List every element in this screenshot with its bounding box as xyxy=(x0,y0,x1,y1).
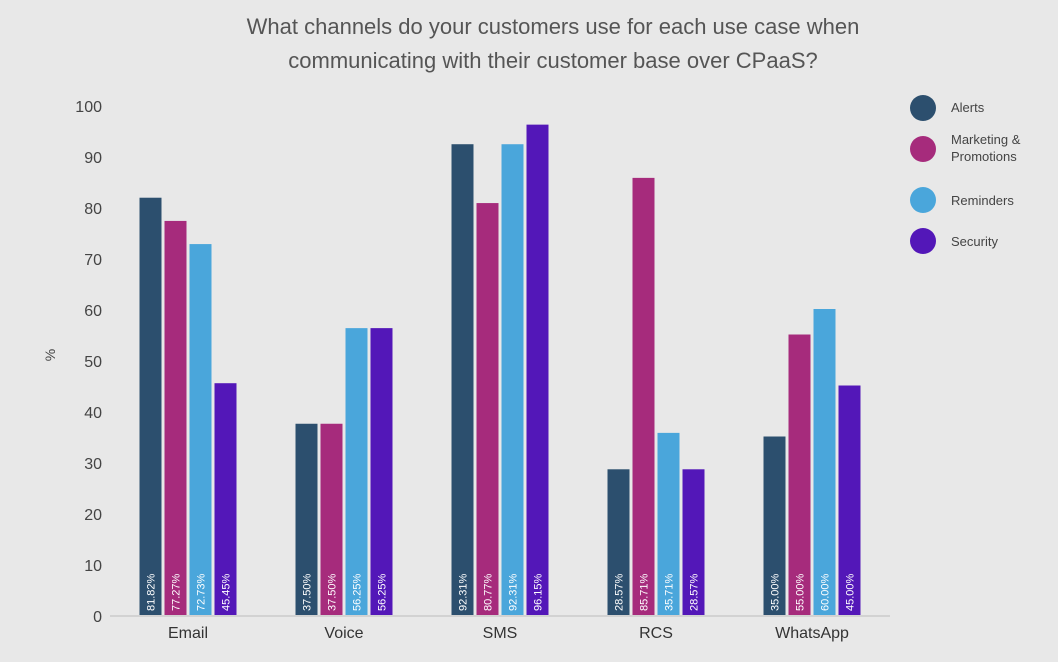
y-axis-label: % xyxy=(42,349,58,361)
chart-title-line-1: What channels do your customers use for … xyxy=(246,14,860,39)
data-label-marketing-promotions-whatsapp: 55.00% xyxy=(795,573,807,611)
bar-reminders-whatsapp xyxy=(813,309,836,615)
data-label-reminders-email: 72.73% xyxy=(196,573,208,611)
x-tick-label-whatsapp: WhatsApp xyxy=(775,625,849,642)
legend-item-alerts: Alerts xyxy=(910,90,1050,131)
data-label-security-voice: 56.25% xyxy=(377,573,389,611)
data-label-security-rcs: 28.57% xyxy=(689,573,701,611)
legend-swatch-security xyxy=(910,228,936,254)
data-label-marketing-promotions-rcs: 85.71% xyxy=(639,573,651,611)
bar-reminders-rcs xyxy=(657,432,680,615)
bar-marketing-promotions-whatsapp xyxy=(788,334,811,615)
bar-marketing-promotions-sms xyxy=(476,203,499,615)
bar-security-sms xyxy=(526,124,549,615)
data-label-reminders-voice: 56.25% xyxy=(352,573,364,611)
bar-security-email xyxy=(214,383,237,615)
bar-security-rcs xyxy=(682,469,705,615)
chart-legend: Alerts Marketing & Promotions Reminders … xyxy=(910,90,1050,268)
bar-marketing-promotions-email xyxy=(164,220,187,615)
y-tick-label-10: 10 xyxy=(84,558,102,575)
y-tick-label-70: 70 xyxy=(84,252,102,269)
bar-marketing-promotions-voice xyxy=(320,423,343,615)
y-tick-label-80: 80 xyxy=(84,201,102,218)
chart-title-line-2: communicating with their customer base o… xyxy=(288,48,818,73)
y-tick-label-90: 90 xyxy=(84,150,102,167)
y-tick-label-60: 60 xyxy=(84,303,102,320)
bar-alerts-rcs xyxy=(607,469,630,615)
data-label-marketing-promotions-sms: 80.77% xyxy=(483,573,495,611)
data-label-security-whatsapp: 45.00% xyxy=(845,573,857,611)
legend-swatch-marketing-promotions xyxy=(910,136,936,162)
data-label-reminders-whatsapp: 60.00% xyxy=(820,573,832,611)
bar-alerts-sms xyxy=(451,144,474,615)
data-label-alerts-whatsapp: 35.00% xyxy=(770,573,782,611)
legend-label-security: Security xyxy=(951,234,998,249)
data-label-alerts-rcs: 28.57% xyxy=(614,573,626,611)
legend-label-alerts: Alerts xyxy=(951,100,985,115)
y-tick-label-0: 0 xyxy=(93,609,102,626)
data-label-alerts-sms: 92.31% xyxy=(458,573,470,611)
bar-alerts-whatsapp xyxy=(763,436,786,615)
legend-item-marketing-promotions: Marketing & Promotions xyxy=(910,131,1050,186)
data-label-alerts-voice: 37.50% xyxy=(302,573,314,611)
y-tick-label-30: 30 xyxy=(84,456,102,473)
legend-label-marketing-line-2: Promotions xyxy=(951,149,1017,164)
data-label-reminders-rcs: 35.71% xyxy=(664,573,676,611)
y-tick-label-20: 20 xyxy=(84,507,102,524)
legend-swatch-alerts xyxy=(910,95,936,121)
legend-item-security: Security xyxy=(910,227,1050,268)
x-tick-label-email: Email xyxy=(168,625,208,642)
bar-reminders-voice xyxy=(345,328,368,615)
y-tick-label-100: 100 xyxy=(75,99,102,116)
bar-marketing-promotions-rcs xyxy=(632,177,655,615)
x-tick-label-voice: Voice xyxy=(324,625,363,642)
bar-security-voice xyxy=(370,328,393,615)
legend-swatch-reminders xyxy=(910,187,936,213)
x-tick-label-rcs: RCS xyxy=(639,625,673,642)
y-tick-label-50: 50 xyxy=(84,354,102,371)
data-label-security-email: 45.45% xyxy=(221,573,233,611)
legend-label-marketing-line-1: Marketing & xyxy=(951,132,1021,147)
chart-title: What channels do your customers use for … xyxy=(200,10,906,78)
legend-label-marketing-promotions: Marketing & Promotions xyxy=(951,131,1020,165)
bar-alerts-voice xyxy=(295,423,318,615)
bar-reminders-sms xyxy=(501,144,524,615)
data-label-reminders-sms: 92.31% xyxy=(508,573,520,611)
x-tick-label-sms: SMS xyxy=(483,625,518,642)
data-label-alerts-email: 81.82% xyxy=(146,573,158,611)
bar-alerts-email xyxy=(139,197,162,615)
data-label-security-sms: 96.15% xyxy=(533,573,545,611)
bar-security-whatsapp xyxy=(838,385,861,615)
y-tick-label-40: 40 xyxy=(84,405,102,422)
bar-reminders-email xyxy=(189,244,212,615)
legend-item-reminders: Reminders xyxy=(910,186,1050,227)
data-label-marketing-promotions-email: 77.27% xyxy=(171,573,183,611)
data-label-marketing-promotions-voice: 37.50% xyxy=(327,573,339,611)
legend-label-reminders: Reminders xyxy=(951,193,1014,208)
